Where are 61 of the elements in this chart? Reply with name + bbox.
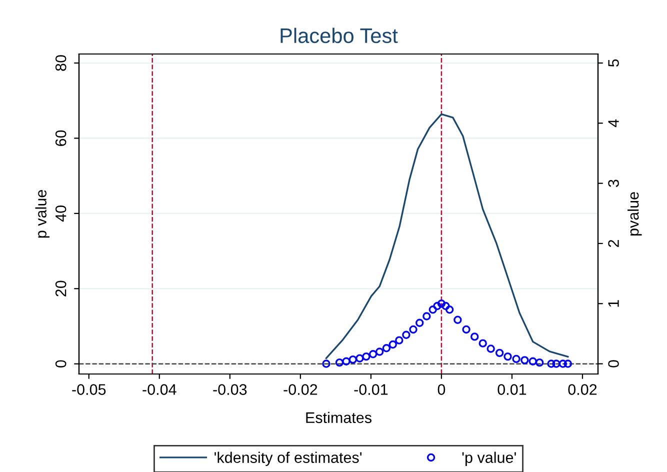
point	[348, 355, 357, 364]
point	[409, 325, 418, 334]
point	[535, 358, 544, 367]
y2-tick-label: 2	[608, 240, 619, 247]
point	[382, 344, 391, 352]
point	[495, 348, 504, 358]
y-axis-title: p value	[35, 190, 50, 238]
chart-title: Placebo Test	[280, 28, 398, 44]
y-tick-label: 0	[55, 360, 66, 368]
legend-label: 'p value'	[462, 452, 516, 466]
point	[395, 336, 404, 344]
point	[342, 357, 350, 366]
y2-tick-label: 1	[608, 300, 619, 307]
point	[422, 312, 431, 320]
y-tick-label: 60	[55, 130, 66, 146]
point	[335, 358, 344, 367]
point	[445, 306, 454, 314]
point	[368, 350, 378, 358]
point	[402, 330, 410, 339]
y2-tick-label: 5	[608, 59, 619, 67]
x-tick-label: -0.03	[213, 384, 247, 395]
x-tick-label: -0.05	[72, 384, 106, 395]
point	[528, 357, 537, 366]
point	[433, 302, 442, 310]
x-axis-title: Estimates	[306, 412, 372, 424]
point	[454, 316, 462, 324]
point	[547, 360, 556, 368]
y2-axis-title: pvalue	[628, 192, 642, 236]
point	[437, 300, 446, 308]
point	[362, 352, 370, 361]
legend-label: 'kdensity of estimates'	[214, 452, 362, 466]
x-tick-label: 0.02	[568, 384, 597, 395]
point	[486, 344, 495, 353]
x-tick-label: -0.04	[142, 384, 176, 395]
line-series	[325, 113, 569, 360]
y-tick-label: 40	[55, 206, 66, 222]
point	[415, 318, 424, 327]
x-tick-label: -0.02	[284, 384, 318, 395]
point	[512, 354, 520, 364]
point	[388, 340, 397, 349]
point	[564, 360, 572, 368]
y-tick-label: 80	[55, 55, 66, 71]
x-tick-label: 0.01	[498, 384, 526, 395]
point	[504, 352, 512, 361]
point	[462, 325, 470, 334]
y2-tick-label: 3	[608, 180, 619, 187]
point	[442, 302, 450, 310]
point	[375, 348, 384, 356]
point	[552, 360, 560, 368]
point	[428, 306, 437, 314]
x-tick-label: -0.01	[354, 384, 388, 395]
point	[356, 354, 364, 362]
point	[470, 332, 479, 341]
y2-tick-label: 0	[608, 360, 619, 368]
y-tick-label: 20	[55, 280, 66, 296]
x-tick-label: 0	[438, 384, 446, 395]
point	[322, 360, 330, 368]
point	[478, 339, 487, 348]
point	[520, 356, 529, 364]
y2-tick-label: 4	[608, 119, 619, 128]
point	[558, 360, 567, 368]
